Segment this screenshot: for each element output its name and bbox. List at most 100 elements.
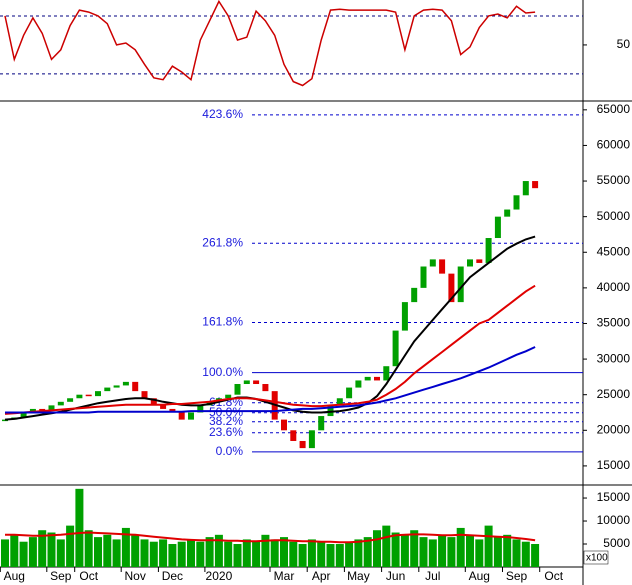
volume-bar (363, 537, 372, 567)
volume-bar (326, 544, 335, 567)
volume-bar (233, 544, 242, 567)
candle (401, 302, 408, 331)
volume-bar (252, 541, 261, 567)
candle (522, 181, 529, 196)
y-tick-label: 40000 (597, 280, 631, 294)
x-tick-label: Apr (312, 569, 331, 583)
y-tick-label: 5000 (603, 536, 630, 550)
x-tick-label: Jun (386, 569, 405, 583)
volume-bar (131, 534, 140, 567)
volume-bar (391, 532, 400, 567)
fib-label: 423.6% (202, 107, 243, 121)
x-tick-label: Nov (125, 569, 146, 583)
y-tick-label: 50000 (597, 209, 631, 223)
volume-bar (177, 541, 186, 567)
y-tick-label: 30000 (597, 351, 631, 365)
y-tick-label: 25000 (597, 387, 631, 401)
x-tick-label: Sep (506, 569, 528, 583)
candle (243, 380, 250, 385)
candle (141, 391, 148, 399)
fib-label: 100.0% (202, 365, 243, 379)
volume-bar (466, 534, 474, 567)
volume-bar (428, 539, 437, 567)
volume-bar (84, 530, 93, 567)
volume-bar (531, 544, 540, 567)
candle (513, 195, 520, 210)
candle (225, 394, 232, 399)
candle (299, 440, 306, 449)
volume-bar (345, 541, 354, 567)
x-tick-label: Aug (469, 569, 490, 583)
x-tick-label: Dec (162, 569, 183, 583)
volume-bar (47, 532, 56, 567)
candle (48, 405, 55, 411)
candle (448, 273, 455, 303)
candle (188, 412, 194, 420)
candle (253, 380, 260, 385)
volume-bar (94, 537, 102, 567)
volume-bar (121, 527, 130, 567)
volume-bar (354, 539, 363, 567)
volume-bar (438, 534, 447, 567)
volume-bar (280, 537, 288, 567)
volume-bar (28, 537, 37, 567)
volume-bar (512, 539, 521, 567)
candle (104, 387, 111, 392)
candle (2, 419, 8, 422)
volume-bar (140, 539, 149, 567)
candle (476, 259, 483, 263)
x-tick-label: May (347, 569, 370, 583)
volume-bar (103, 534, 112, 567)
candle (67, 398, 74, 402)
candle (355, 380, 362, 388)
volume-bar (75, 488, 84, 567)
volume-bar (261, 534, 270, 567)
volume-bar (196, 541, 205, 567)
volume-bar (66, 525, 75, 567)
candle (29, 408, 36, 413)
x-tick-label: Mar (274, 569, 295, 583)
volume-bar (493, 537, 502, 567)
volume-bar (168, 544, 177, 567)
volume-bar (1, 539, 9, 567)
candle (504, 209, 511, 217)
line-series (4, 284, 536, 415)
candle (234, 384, 241, 395)
line-series (5, 346, 536, 414)
volume-bar (447, 537, 456, 567)
candle (76, 394, 83, 399)
line-series (4, 0, 536, 87)
candle (374, 376, 380, 381)
volume-bar (373, 530, 381, 567)
line-series (5, 531, 536, 544)
volume-unit: x100 (586, 553, 608, 564)
candle (290, 430, 297, 441)
candle (57, 401, 64, 406)
line-series (4, 235, 536, 421)
volume-bar (112, 539, 121, 567)
y-tick-label: 10000 (597, 513, 631, 527)
volume-bar (298, 544, 307, 567)
volume-bar (38, 530, 47, 567)
candle (336, 398, 343, 406)
candle (346, 387, 353, 399)
fib-label: 38.2% (209, 414, 243, 428)
candle (122, 381, 129, 386)
volume-bar (205, 537, 214, 567)
volume-bar (419, 537, 428, 567)
candle (485, 238, 492, 263)
y-tick-label: 35000 (597, 316, 631, 330)
candle (197, 405, 204, 413)
volume-bar (335, 544, 344, 567)
candle (178, 412, 185, 420)
volume-bar (521, 541, 530, 567)
candle (392, 330, 399, 367)
candle (532, 181, 539, 189)
volume-bar (307, 539, 316, 567)
y-tick-label: 45000 (597, 244, 631, 258)
candle (85, 394, 92, 397)
y-tick-label: 20000 (597, 422, 631, 436)
volume-bar (214, 534, 223, 567)
